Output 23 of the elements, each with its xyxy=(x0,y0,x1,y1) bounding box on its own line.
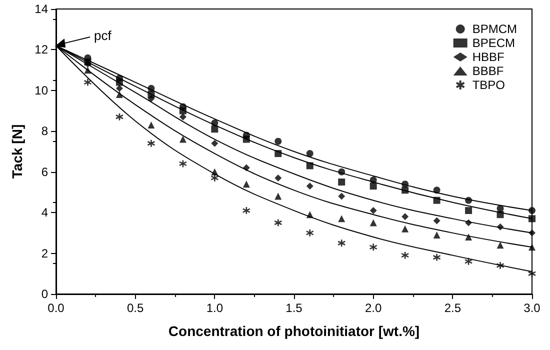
y-tick-label: 8 xyxy=(41,124,48,138)
x-axis-title: Concentration of photoinitiator [wt.%] xyxy=(168,323,420,339)
legend-label: TBPO xyxy=(472,78,506,92)
x-tick-label: 2.5 xyxy=(444,301,462,315)
legend-label: BPECM xyxy=(472,36,516,50)
legend-label: BBBF xyxy=(472,64,504,78)
y-axis-title: Tack [N] xyxy=(8,124,25,179)
y-tick-label: 4 xyxy=(41,206,48,220)
y-tick-label: 6 xyxy=(41,164,48,179)
x-tick-label: 1.0 xyxy=(206,301,224,315)
y-tick-label: 0 xyxy=(41,287,48,301)
legend-label: BPMCM xyxy=(472,22,518,36)
x-tick-label: 1.5 xyxy=(286,301,303,315)
y-tick-label: 14 xyxy=(34,2,48,16)
y-tick-label: 10 xyxy=(34,83,48,98)
y-tick-label: 2 xyxy=(41,246,48,260)
x-tick-label: 0.0 xyxy=(48,301,65,315)
x-tick-label: 3.0 xyxy=(524,301,541,315)
x-tick-label: 2.0 xyxy=(364,301,382,315)
y-tick-label: 12 xyxy=(34,42,48,57)
x-tick-label: 0.5 xyxy=(126,301,144,315)
legend-label: HBBF xyxy=(472,50,504,64)
annotation: pcf xyxy=(94,28,112,43)
